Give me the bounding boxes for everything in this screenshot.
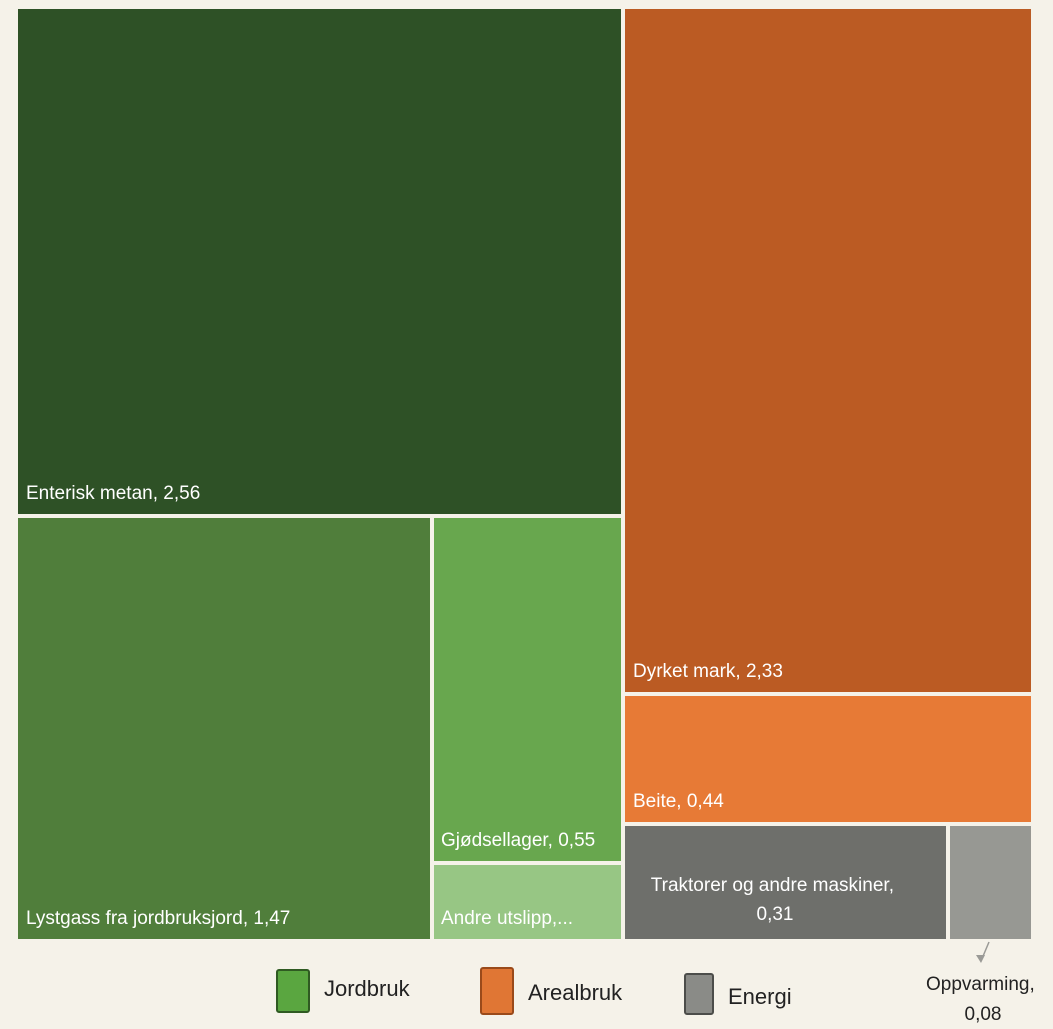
tile-label-traktorer-og-andre-maskiner: Traktorer og andre maskiner, 0,31 [651, 875, 900, 925]
tile-label-andre-utslipp: Andre utslipp,... [441, 908, 573, 929]
legend-item-arealbruk: Arealbruk [480, 967, 623, 1015]
tile-gjodsellager: Gjødsellager, 0,55 [434, 518, 621, 861]
tile-rect-beite [625, 696, 1031, 822]
tile-label-traktorer-line-1: Traktorer og andre maskiner, [651, 875, 894, 896]
legend-label-energi: Energi [728, 984, 792, 1009]
legend-swatch-arealbruk [480, 967, 514, 1015]
legend-swatch-jordbruk [276, 969, 310, 1013]
callout-label-line-2: 0,08 [965, 1004, 1002, 1025]
tile-rect-oppvarming [950, 826, 1031, 939]
tile-label-lystgass-fra-jordbruksjord: Lystgass fra jordbruksjord, 1,47 [26, 908, 290, 929]
tile-andre-utslipp: Andre utslipp,... [434, 865, 621, 939]
tile-beite: Beite, 0,44 [625, 696, 1031, 822]
tile-label-dyrket-mark: Dyrket mark, 2,33 [633, 661, 783, 682]
tile-rect-andre-utslipp [434, 865, 621, 939]
tile-label-beite: Beite, 0,44 [633, 791, 724, 812]
tile-rect-dyrket-mark [625, 9, 1031, 692]
callout-oppvarming: Oppvarming, 0,08 [926, 941, 1040, 1025]
legend-label-arealbruk: Arealbruk [528, 980, 623, 1005]
callout-label-oppvarming: Oppvarming, 0,08 [926, 974, 1040, 1025]
legend-label-jordbruk: Jordbruk [324, 976, 411, 1001]
tile-traktorer-og-andre-maskiner: Traktorer og andre maskiner, 0,31 [625, 826, 946, 939]
legend-item-jordbruk: Jordbruk [276, 969, 411, 1013]
tile-rect-gjodsellager [434, 518, 621, 861]
tile-rect-enterisk-metan [18, 9, 621, 514]
tile-label-gjodsellager: Gjødsellager, 0,55 [441, 830, 595, 851]
callout-label-line-1: Oppvarming, [926, 974, 1035, 995]
tile-lystgass-fra-jordbruksjord: Lystgass fra jordbruksjord, 1,47 [18, 518, 430, 939]
tile-rect-traktorer-og-andre-maskiner [625, 826, 946, 939]
legend-item-energi: Energi [684, 973, 792, 1015]
tile-label-enterisk-metan: Enterisk metan, 2,56 [26, 483, 200, 504]
legend-swatch-energi [684, 973, 714, 1015]
tile-label-traktorer-line-2: 0,31 [757, 904, 794, 925]
tile-enterisk-metan: Enterisk metan, 2,56 [18, 9, 621, 514]
tile-rect-lystgass-fra-jordbruksjord [18, 518, 430, 939]
tile-oppvarming [950, 826, 1031, 939]
legend: Jordbruk Arealbruk Energi [276, 967, 792, 1015]
tile-dyrket-mark: Dyrket mark, 2,33 [625, 9, 1031, 692]
callout-arrowhead-oppvarming [976, 955, 985, 963]
